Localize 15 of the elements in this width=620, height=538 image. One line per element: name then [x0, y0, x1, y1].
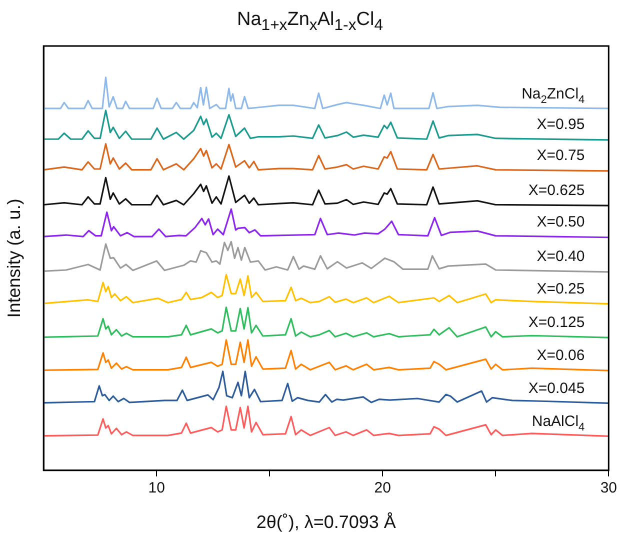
series-label: X=0.95: [536, 116, 585, 134]
series-label: X=0.25: [536, 280, 585, 298]
x-axis-title: 2θ(˚), λ=0.7093 Å: [256, 512, 396, 532]
chart-title: Na$_{1+x}$Zn$_{x}$Al$_{1-x}$Cl$_{4}$: [236, 8, 384, 36]
y-axis-title: Intensity (a. u.): [4, 198, 24, 318]
series-label: X=0.40: [536, 248, 585, 266]
x-tick-label: 10: [148, 480, 165, 497]
series-label: X=0.50: [536, 214, 585, 231]
series-label: X=0.045: [528, 380, 585, 397]
series-label: X=0.06: [536, 347, 585, 364]
x-tick-label: 20: [374, 480, 391, 497]
series-label: X=0.75: [536, 146, 585, 164]
x-tick-label: 30: [600, 480, 617, 497]
series-label: X=0.125: [528, 314, 585, 332]
series-label: X=0.625: [528, 182, 585, 199]
